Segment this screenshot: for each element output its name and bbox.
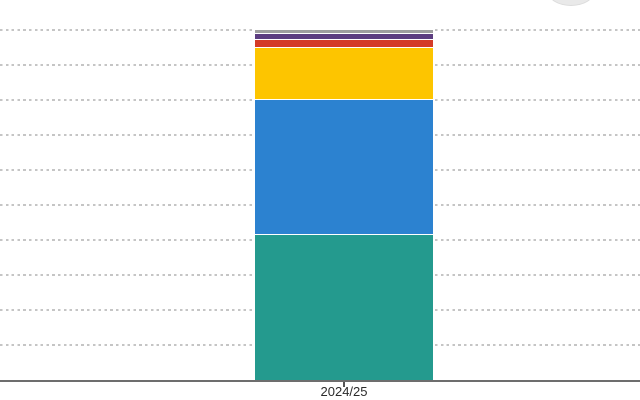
cropped-circle-element bbox=[548, 0, 594, 6]
bar-segment-red-segment[interactable] bbox=[255, 38, 433, 47]
x-axis-line bbox=[0, 380, 640, 382]
x-axis-tick bbox=[343, 382, 345, 387]
bar-segment-blue-segment[interactable] bbox=[255, 98, 433, 235]
bar-segment-teal-segment[interactable] bbox=[255, 234, 433, 380]
bar-segment-gray-segment[interactable] bbox=[255, 28, 433, 34]
bar-segment-yellow-segment[interactable] bbox=[255, 46, 433, 99]
bar-2024-25[interactable] bbox=[255, 28, 433, 380]
x-axis-category-label: 2024/25 bbox=[320, 384, 368, 399]
bar-segment-purple-segment[interactable] bbox=[255, 33, 433, 39]
